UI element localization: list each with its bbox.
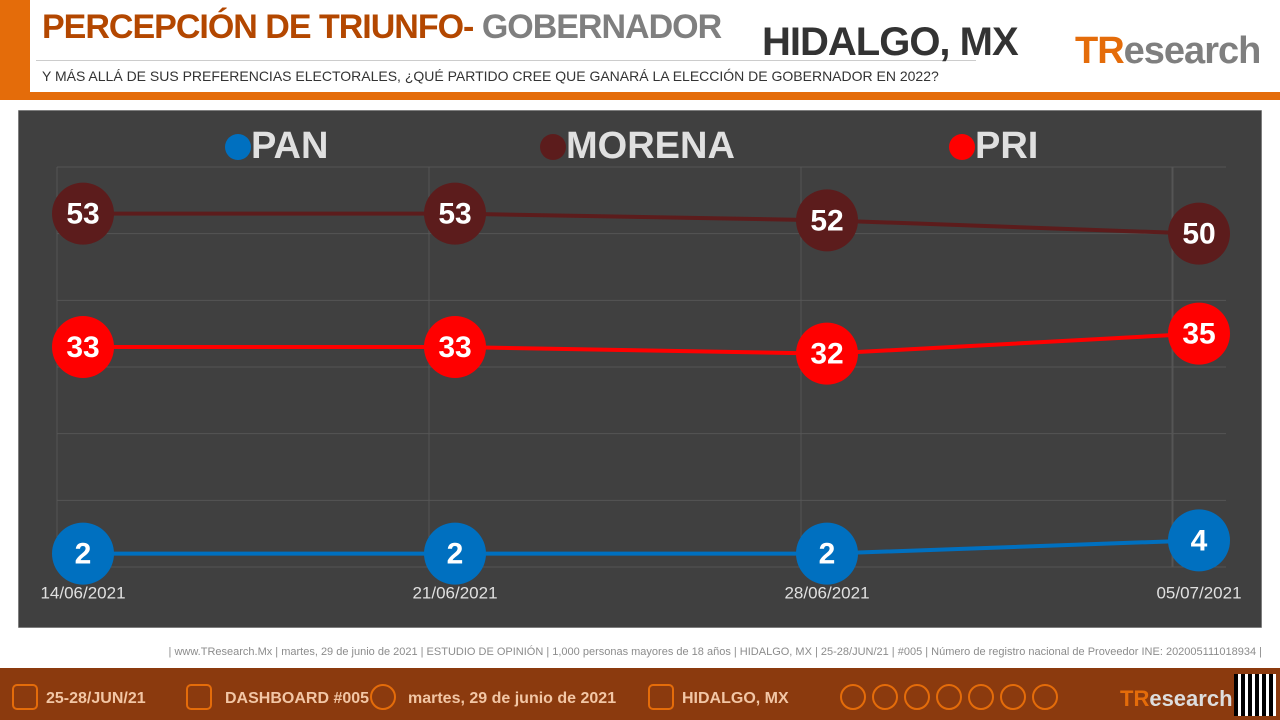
data-label: 52 bbox=[810, 204, 843, 237]
logo-a: TR bbox=[1120, 686, 1150, 711]
icon bbox=[12, 684, 38, 710]
place: HIDALGO, MX bbox=[762, 20, 1019, 64]
title: PERCEPCIÓN DE TRIUNFO- GOBERNADOR bbox=[42, 8, 722, 47]
social-icon[interactable] bbox=[872, 684, 898, 710]
data-label: 32 bbox=[810, 338, 843, 371]
point bbox=[796, 189, 858, 252]
point bbox=[796, 322, 858, 385]
logo-b: esearch bbox=[1149, 686, 1233, 711]
point bbox=[52, 182, 114, 245]
data-label: 50 bbox=[1182, 218, 1215, 251]
point bbox=[1168, 509, 1230, 572]
qr-code bbox=[1234, 674, 1276, 716]
icon bbox=[370, 684, 396, 710]
data-label: 33 bbox=[438, 331, 471, 364]
social-icon[interactable] bbox=[936, 684, 962, 710]
series-line bbox=[83, 211, 1200, 236]
accent-tab bbox=[0, 0, 30, 95]
social-icon[interactable] bbox=[1032, 684, 1058, 710]
bar-item: 25-28/JUN/21 bbox=[46, 690, 146, 707]
data-label: 33 bbox=[66, 331, 99, 364]
legend-label: PAN bbox=[251, 125, 328, 167]
social-icon[interactable] bbox=[968, 684, 994, 710]
logo-b: esearch bbox=[1123, 30, 1262, 72]
logo-a: TR bbox=[1075, 30, 1125, 72]
footer-note: | www.TResearch.Mx | martes, 29 de junio… bbox=[168, 646, 1262, 658]
chart-bg bbox=[18, 110, 1262, 628]
point bbox=[1168, 202, 1230, 265]
x-tick-label: 21/06/2021 bbox=[412, 583, 497, 602]
x-tick-label: 28/06/2021 bbox=[784, 583, 869, 602]
bottom-bar bbox=[0, 668, 1280, 720]
bar-item: DASHBOARD #005 bbox=[225, 690, 370, 707]
header-band bbox=[0, 92, 1280, 100]
data-label: 53 bbox=[66, 198, 99, 231]
point bbox=[52, 316, 114, 378]
title-accent: GOBERNADOR bbox=[481, 8, 722, 46]
icon bbox=[648, 684, 674, 710]
divider bbox=[36, 60, 976, 61]
legend-label: MORENA bbox=[566, 125, 735, 167]
social-icon[interactable] bbox=[1000, 684, 1026, 710]
point bbox=[796, 522, 858, 585]
legend-label: PRI bbox=[975, 125, 1038, 167]
data-label: 2 bbox=[75, 538, 92, 571]
data-label: 35 bbox=[1182, 318, 1215, 351]
data-label: 4 bbox=[1191, 524, 1208, 557]
social-icon[interactable] bbox=[904, 684, 930, 710]
x-tick-label: 14/06/2021 bbox=[40, 583, 125, 602]
logo: TResearch bbox=[1075, 30, 1262, 73]
point bbox=[52, 522, 114, 585]
legend-swatch bbox=[540, 134, 566, 160]
chart: PAN MORENA PRI 2 2 2 4 53 53 52 50 33 33 32 35 14/06/20… bbox=[18, 110, 1262, 628]
point bbox=[1168, 302, 1230, 365]
data-label: 53 bbox=[438, 198, 471, 231]
x-tick-label: 05/07/2021 bbox=[1156, 583, 1241, 602]
social-icon[interactable] bbox=[840, 684, 866, 710]
series-line bbox=[83, 331, 1200, 356]
data-label: 2 bbox=[447, 538, 464, 571]
legend-swatch bbox=[225, 134, 251, 160]
bar-item: martes, 29 de junio de 2021 bbox=[408, 690, 617, 707]
logo: TResearch bbox=[1120, 686, 1233, 712]
point bbox=[424, 316, 486, 378]
bar-item: HIDALGO, MX bbox=[682, 690, 789, 707]
icon bbox=[186, 684, 212, 710]
point bbox=[424, 522, 486, 585]
data-label: 2 bbox=[819, 538, 836, 571]
subtitle: Y MÁS ALLÁ DE SUS PREFERENCIAS ELECTORAL… bbox=[42, 68, 939, 84]
point bbox=[424, 182, 486, 245]
title-text: PERCEPCIÓN DE TRIUNFO- bbox=[42, 8, 474, 46]
series-line bbox=[83, 538, 1200, 556]
legend-swatch bbox=[949, 134, 975, 160]
